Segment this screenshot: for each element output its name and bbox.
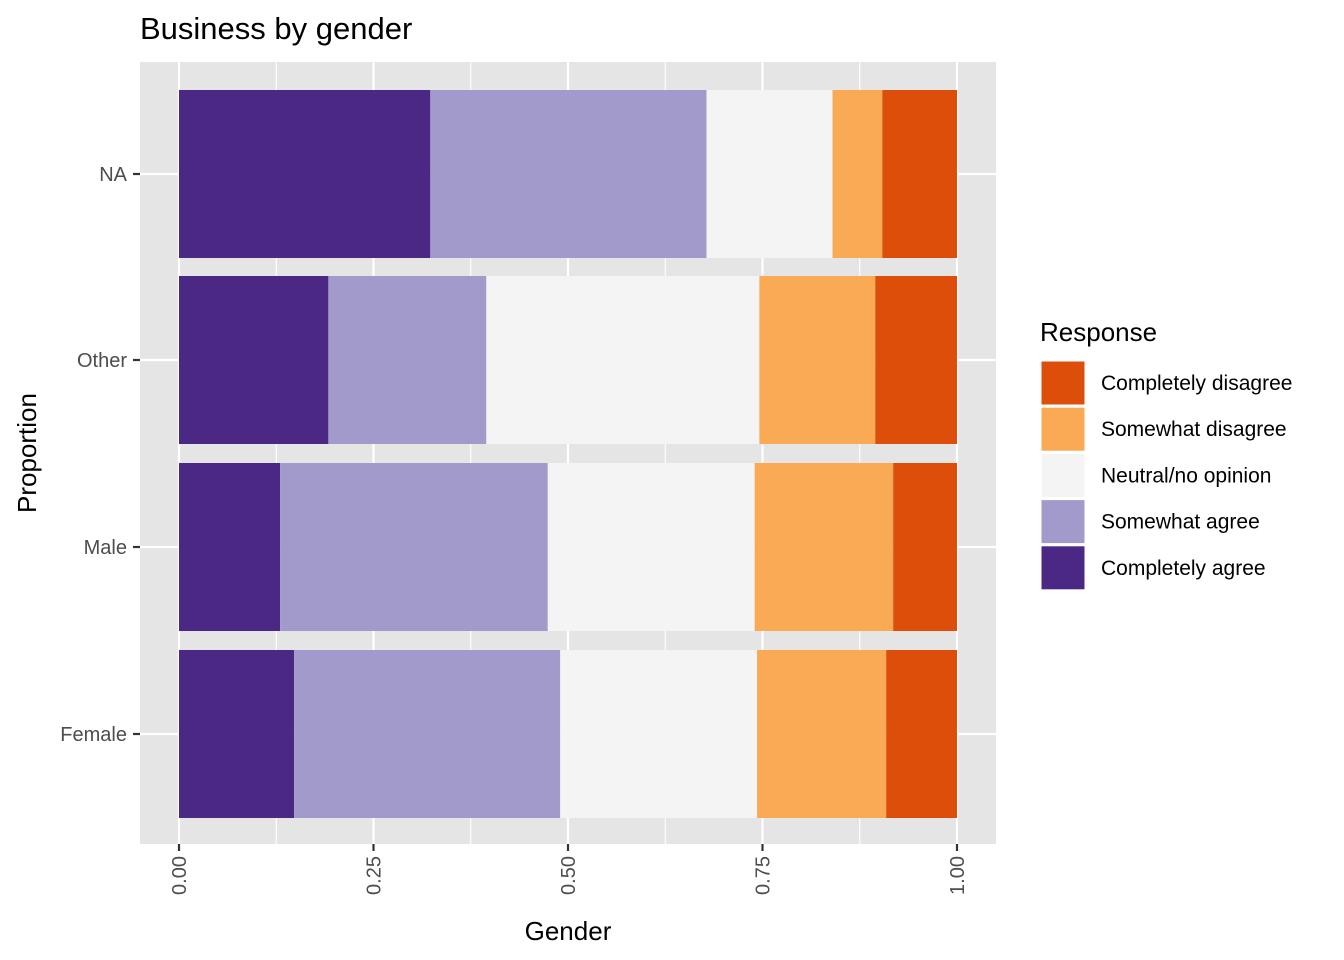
legend-swatch [1040,499,1086,545]
bar-na-somewhat-disagree [832,90,883,258]
y-axis: Female Male Other NA [60,164,140,746]
bar-female-completely-agree [179,650,295,818]
legend-label: Somewhat agree [1101,511,1260,534]
y-tick-label: Female [60,724,127,746]
bar-female-somewhat-disagree [757,650,887,818]
bar-other-somewhat-agree [328,276,487,444]
bar-male-completely-agree [179,463,281,631]
bar-other-neutral-no-opinion [486,276,760,444]
x-tick-label: 0.25 [364,856,386,895]
bar-na-neutral-no-opinion [706,90,833,258]
x-tick-label: 0.75 [753,856,775,895]
bar-male-somewhat-disagree [754,463,894,631]
legend-label: Completely disagree [1101,372,1292,395]
x-tick-label: 0.50 [558,856,580,895]
legend: Response Completely disagree Somewhat dis… [1040,317,1292,591]
legend-swatch [1040,452,1086,498]
x-tick-label: 0.00 [169,856,191,895]
bar-other-somewhat-disagree [759,276,876,444]
bar-na-completely-disagree [882,90,957,258]
y-axis-title: Proportion [12,393,42,513]
legend-label: Somewhat disagree [1101,418,1287,441]
y-tick-label: Other [77,350,127,372]
chart-title: Business by gender [140,11,412,46]
bars [179,90,957,818]
bar-female-completely-disagree [886,650,957,818]
bar-male-completely-disagree [893,463,957,631]
legend-swatch [1040,406,1086,452]
legend-swatch [1040,545,1086,591]
bar-female-neutral-no-opinion [560,650,758,818]
y-tick-label: NA [99,164,127,186]
legend-swatch [1040,360,1086,406]
y-tick-label: Male [84,537,127,559]
bar-male-neutral-no-opinion [547,463,755,631]
bar-other-completely-disagree [875,276,957,444]
legend-label: Completely agree [1101,557,1266,580]
bar-na-completely-agree [179,90,431,258]
x-axis-title: Gender [525,916,612,946]
legend-title: Response [1040,317,1157,347]
bar-na-somewhat-agree [430,90,707,258]
bar-male-somewhat-agree [280,463,548,631]
bar-female-somewhat-agree [294,650,561,818]
x-tick-label: 1.00 [947,856,969,895]
x-axis: 0.00 0.25 0.50 0.75 1.00 [169,844,969,895]
legend-label: Neutral/no opinion [1101,464,1271,487]
bar-other-completely-agree [179,276,329,444]
